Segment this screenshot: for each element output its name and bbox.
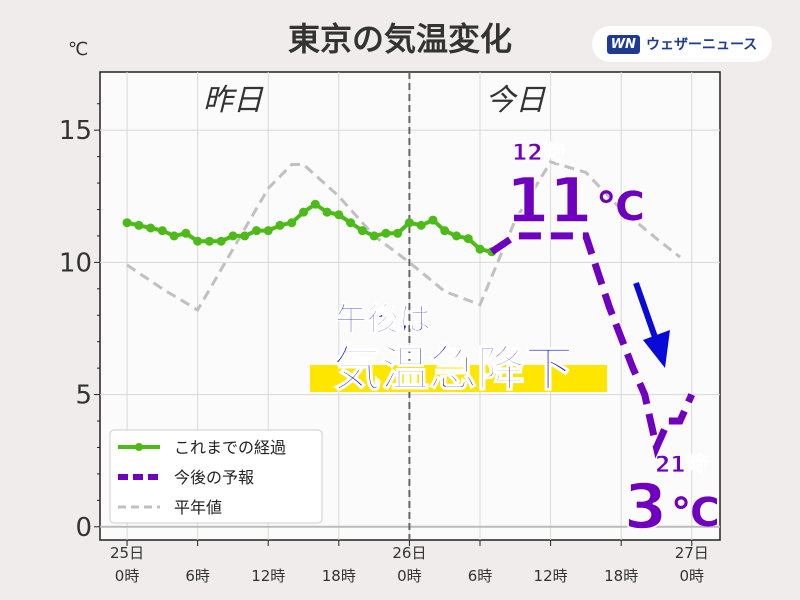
observed-point [275,220,285,230]
x-tick-label: 12時 [534,567,568,585]
unit-label: ℃ [68,39,88,60]
x-tick-label: 6時 [185,567,210,585]
down-arrow-shaft [633,282,659,341]
observed-point [157,226,167,236]
x-tick-date: 25日 [110,544,144,562]
yesterday-label: 昨日 [203,83,264,118]
normal-line [126,160,681,313]
observed-point [122,218,132,228]
observed-point [428,215,438,225]
chart-title: 東京の気温変化 [287,20,512,58]
forecast-line [489,232,695,459]
x-tick-label: 18時 [604,567,638,585]
y-tick-label: 15 [59,116,92,146]
observed-point [416,220,426,230]
today-label: 今日 [485,83,546,118]
x-tick-label: 18時 [322,567,356,585]
legend-observed-marker [135,443,143,451]
y-tick-label: 0 [75,513,92,543]
legend-observed-label: これまでの経過 [174,438,286,457]
x-tick-label: 12時 [251,567,285,585]
x-tick-date: 26日 [392,544,426,562]
logo-mark: WN [606,34,640,54]
observed-point [193,236,203,246]
observed-point [475,244,485,254]
observed-point [346,218,356,228]
observed-point [393,228,403,238]
observed-point [381,228,391,238]
low-time-label: 21時 [655,453,708,478]
y-tick-label: 10 [59,248,92,278]
observed-point [228,231,238,241]
observed-point [134,220,144,230]
observed-point [310,199,320,209]
observed-point [263,226,273,236]
peak-value-label: 11 [506,164,592,237]
observed-point [451,231,461,241]
observed-point [216,236,226,246]
x-tick-label: 0時 [115,567,140,585]
observed-point [404,218,414,228]
observed-point [322,207,332,217]
low-unit-label: ℃ [671,490,719,536]
y-tick-label: 5 [75,381,92,411]
peak-unit-label: ℃ [596,184,644,230]
weathernews-logo: WN ウェザーニュース [592,26,772,62]
observed-point [240,231,250,241]
headline-line1: 午後は [335,300,431,338]
observed-point [287,218,297,228]
logo-text: ウェザーニュース [645,37,758,53]
x-tick-date: 27日 [675,544,709,562]
observed-point [204,236,214,246]
legend-forecast-label: 今後の予報 [174,468,254,487]
observed-point [146,223,156,233]
headline-line2: 気温急降下 [333,341,573,397]
observed-point [357,226,367,236]
low-value-label: 3 [624,470,667,543]
down-arrow-head [643,330,670,368]
observed-point [299,207,309,217]
highlight-bar [310,365,607,392]
observed-point [463,234,473,244]
x-tick-label: 0時 [679,567,704,585]
legend-box [109,429,323,524]
observed-point [251,226,261,236]
observed-point [440,226,450,236]
observed-point [169,231,179,241]
observed-point [181,228,191,238]
observed-point [369,231,379,241]
x-tick-label: 0時 [397,567,422,585]
legend-normal-label: 平年値 [174,498,222,517]
x-tick-label: 6時 [468,567,493,585]
peak-time-label: 12時 [512,141,565,166]
observed-point [334,210,344,220]
